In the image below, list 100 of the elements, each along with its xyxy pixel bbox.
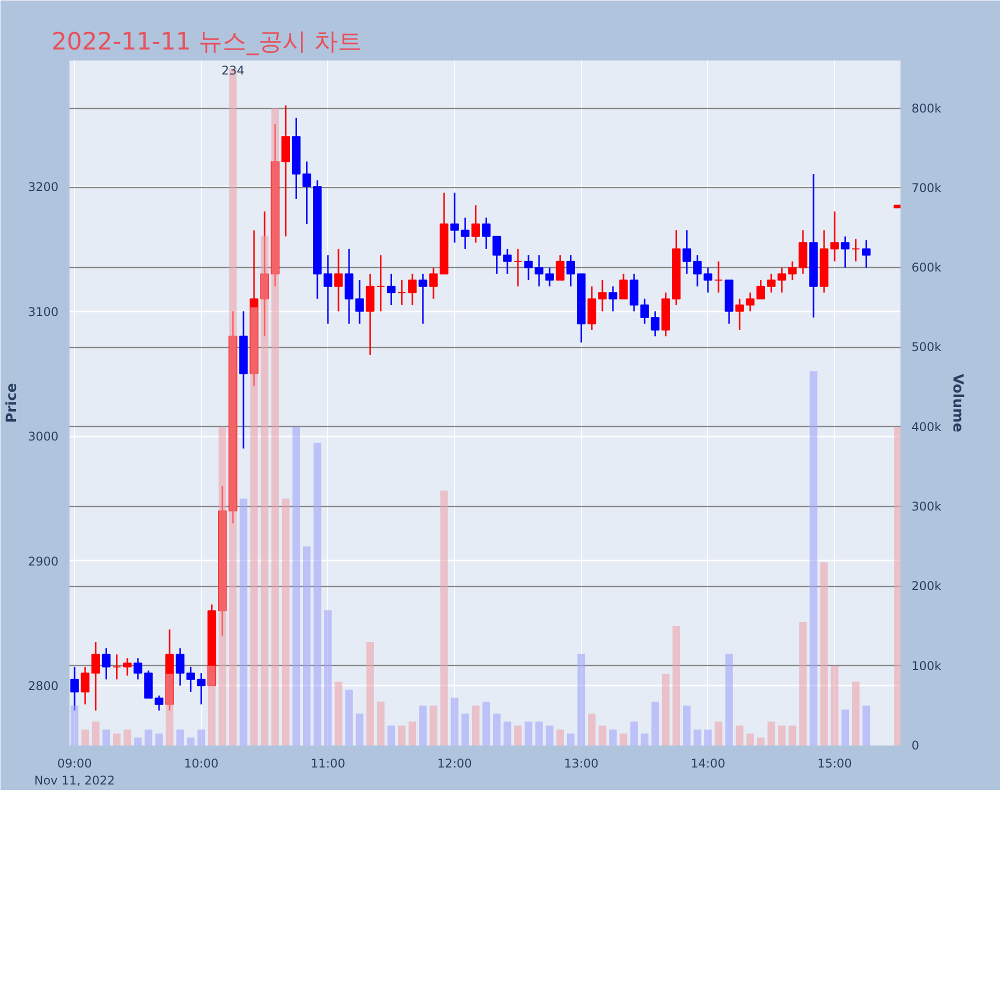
bar	[651, 702, 659, 746]
y2-tick-label: 400k	[912, 420, 942, 434]
candlestick	[598, 279, 607, 312]
bar	[144, 730, 152, 746]
candlestick	[566, 254, 576, 288]
y2-tick-label: 200k	[912, 579, 942, 594]
candlestick	[471, 204, 480, 244]
candlestick	[714, 260, 723, 294]
x-tick-label: 12:00	[437, 756, 472, 770]
bar	[588, 714, 596, 746]
candlestick	[619, 273, 628, 300]
x-tick-label: 10:00	[184, 756, 219, 770]
candlestick	[398, 279, 406, 306]
bar	[292, 426, 300, 746]
bar	[461, 714, 469, 746]
bar	[345, 690, 353, 746]
bar	[134, 738, 142, 746]
bar	[852, 682, 860, 746]
bar	[472, 706, 480, 746]
bar	[408, 722, 416, 746]
candlestick	[355, 279, 364, 325]
bar	[640, 734, 648, 746]
bar	[630, 722, 638, 746]
bar	[493, 714, 501, 746]
bar	[197, 730, 206, 746]
candlestick	[746, 292, 754, 312]
candlestick	[556, 254, 564, 281]
bar	[282, 498, 290, 746]
bar	[736, 726, 744, 746]
y2-tick-label: 300k	[912, 500, 942, 514]
candlestick	[102, 647, 111, 680]
x-tick-label: 14:00	[690, 756, 726, 770]
bar	[430, 706, 438, 746]
bar	[767, 722, 776, 746]
bar	[387, 726, 396, 746]
bar	[746, 734, 754, 746]
bar	[102, 730, 110, 746]
candlestick	[503, 248, 512, 275]
candlestick	[608, 286, 618, 312]
bar	[799, 622, 807, 746]
candlestick	[524, 254, 533, 281]
candlestick	[735, 298, 744, 331]
candlestick	[650, 310, 660, 337]
bar	[356, 714, 364, 746]
bar	[271, 108, 279, 746]
y-axis-title: Price	[4, 383, 20, 423]
bar	[894, 426, 900, 746]
candlestick	[186, 666, 195, 693]
bar	[609, 730, 617, 746]
bar	[672, 626, 680, 746]
bar	[788, 726, 796, 746]
candlestick	[196, 672, 206, 706]
bar	[566, 734, 575, 746]
y-tick-label: 2900	[28, 554, 59, 568]
bar	[704, 730, 712, 746]
bar	[124, 730, 132, 746]
bar	[482, 702, 490, 746]
bar	[694, 730, 702, 746]
bar	[778, 726, 786, 746]
bar	[662, 674, 670, 746]
bar	[240, 498, 248, 746]
bar	[92, 722, 100, 746]
candlestick	[134, 657, 142, 680]
bar	[577, 654, 586, 746]
candlestick	[682, 229, 692, 275]
bar	[176, 730, 184, 746]
candlestick	[514, 248, 522, 288]
candlestick	[376, 254, 386, 312]
candlestick	[756, 279, 766, 300]
candlestick	[302, 160, 312, 225]
bar	[683, 706, 691, 746]
bar	[112, 734, 121, 746]
candlestick	[830, 210, 839, 262]
bar	[620, 734, 628, 746]
candlestick	[91, 641, 100, 712]
bar	[186, 738, 194, 746]
candlestick	[840, 236, 850, 268]
y2-tick-label: 0	[912, 738, 920, 752]
candlestick	[418, 273, 428, 325]
bar	[81, 730, 89, 746]
candlestick	[460, 216, 470, 250]
candlestick	[112, 654, 122, 680]
candlestick	[482, 216, 491, 250]
bar	[398, 726, 406, 746]
bar	[440, 490, 448, 746]
candlestick	[154, 694, 164, 712]
candlestick	[324, 254, 332, 325]
bar	[598, 726, 606, 746]
bar	[546, 726, 554, 746]
bar	[725, 654, 733, 746]
candlestick	[176, 647, 184, 686]
bar	[820, 562, 828, 746]
candlestick	[450, 192, 459, 244]
y2-tick-label: 100k	[912, 658, 942, 673]
y2-tick-label: 600k	[912, 260, 942, 275]
bar	[376, 702, 385, 746]
candlestick	[851, 238, 860, 262]
y2-axis-title: Volume	[949, 374, 966, 432]
bar	[862, 706, 870, 746]
candlestick	[80, 666, 90, 706]
